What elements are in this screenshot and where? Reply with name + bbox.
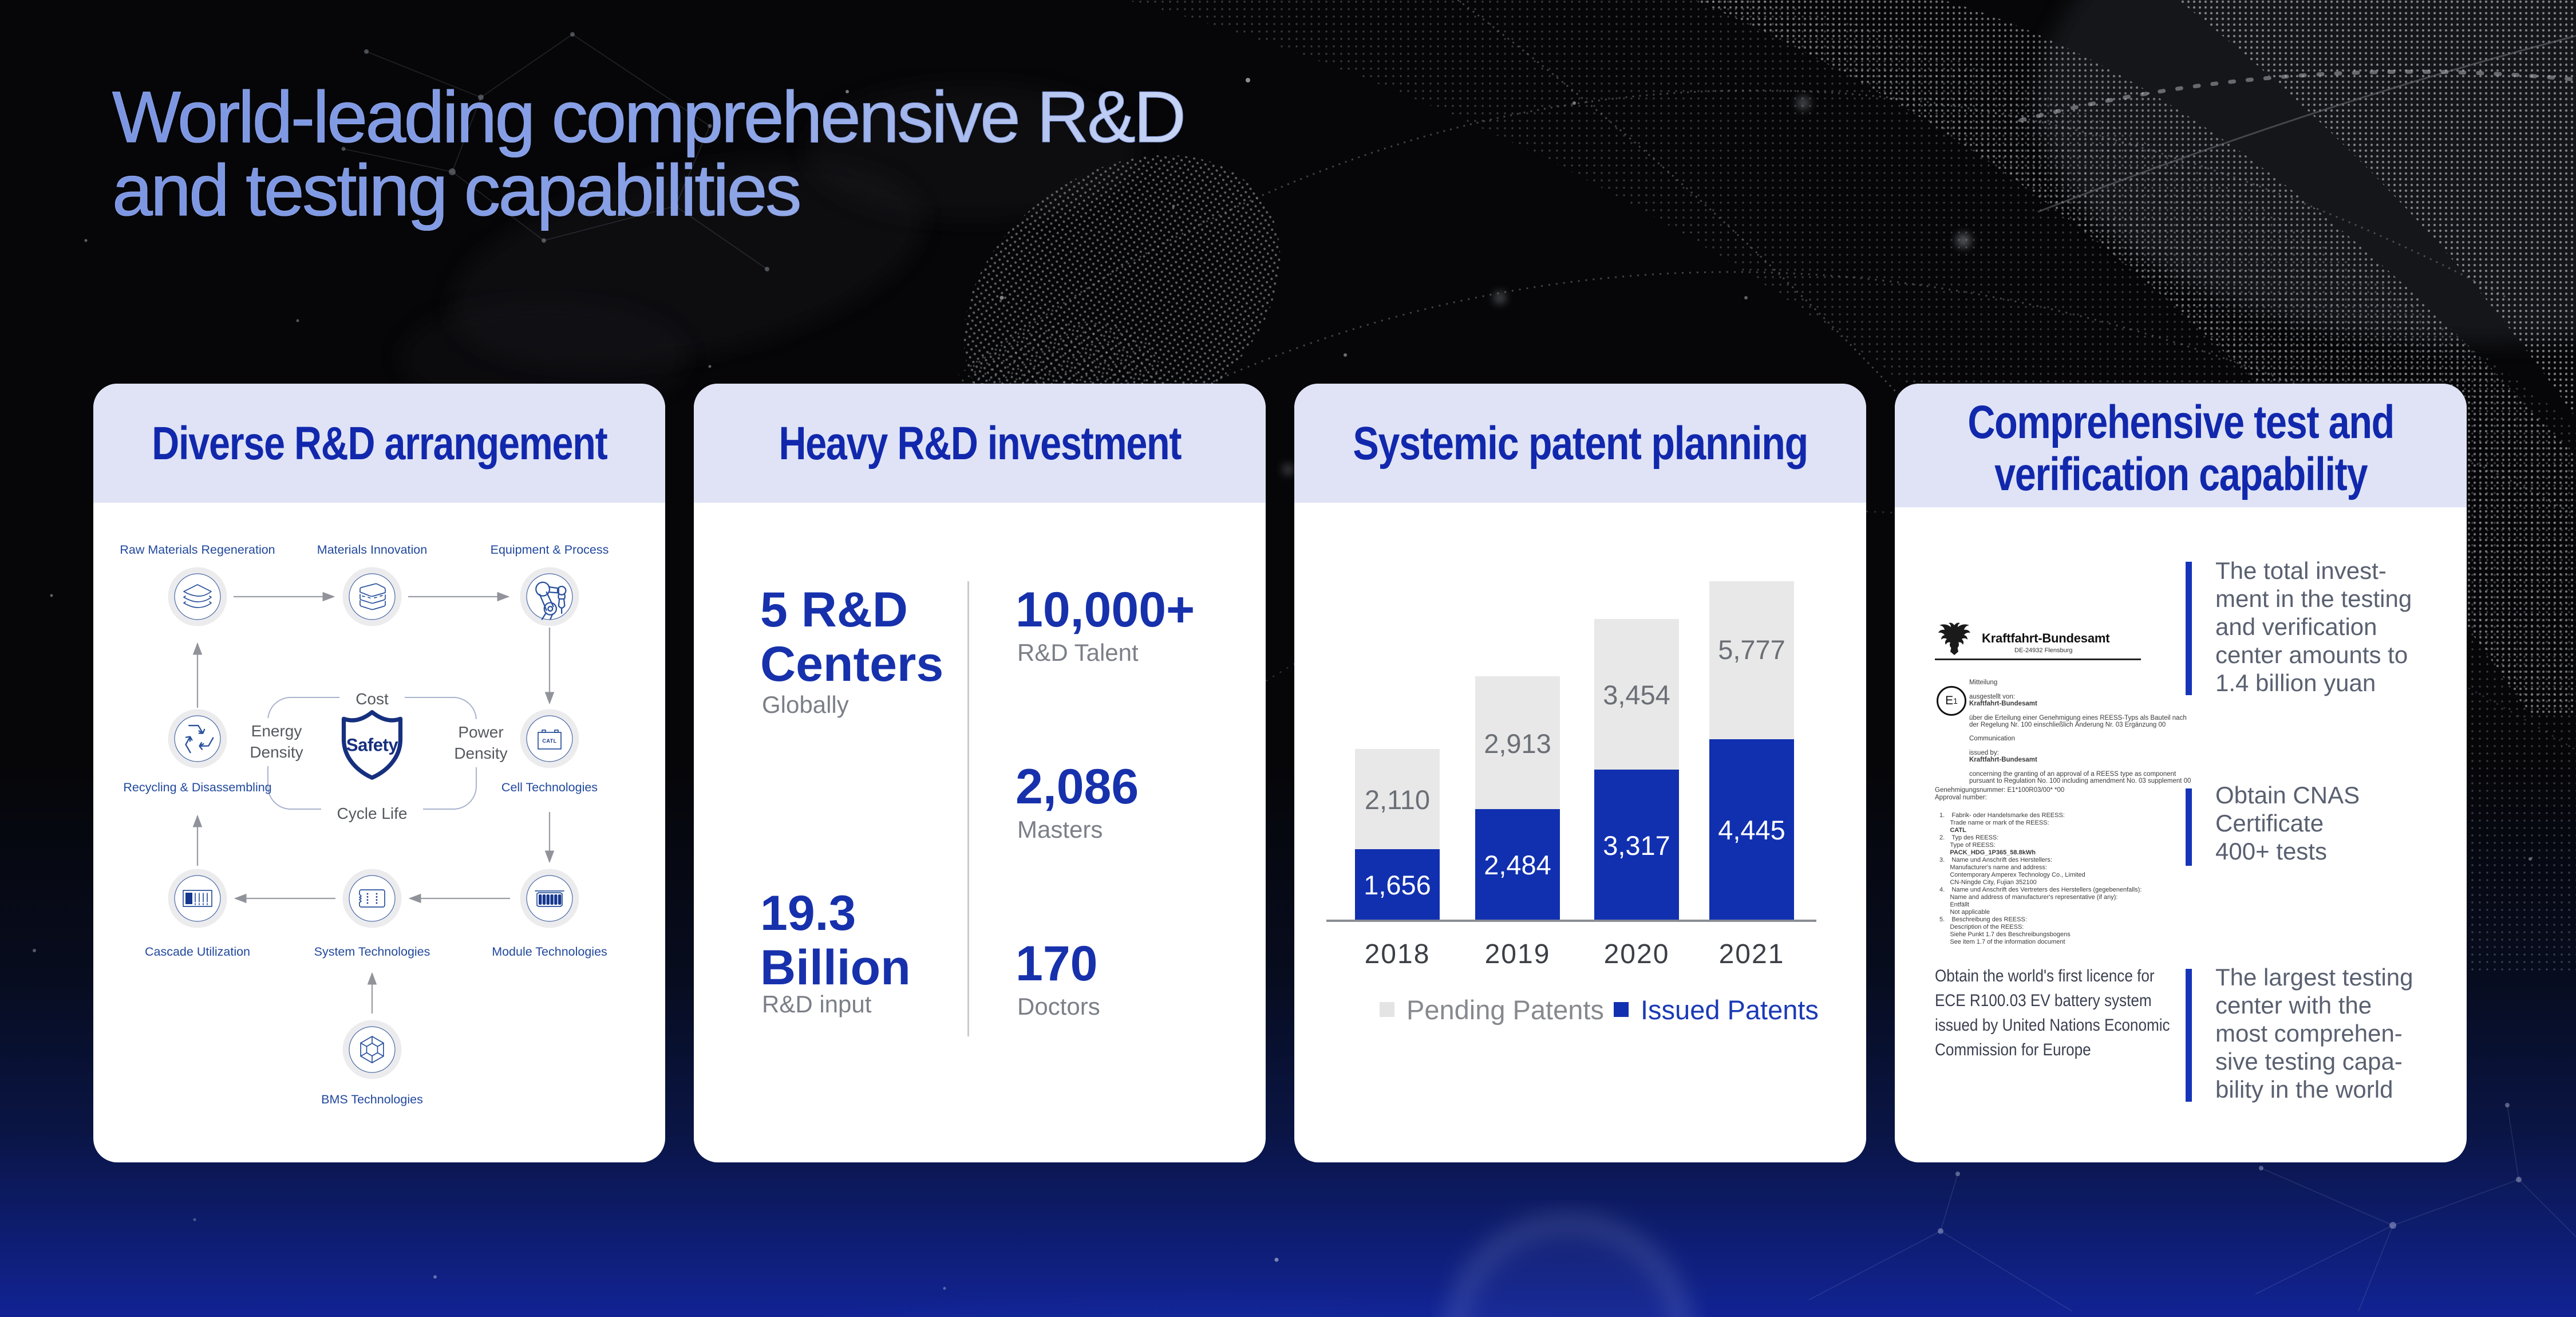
- svg-text:System Technologies: System Technologies: [314, 945, 430, 959]
- svg-text:Cycle Life: Cycle Life: [337, 805, 408, 822]
- svg-text:Module Technologies: Module Technologies: [492, 945, 607, 959]
- svg-text:Materials Innovation: Materials Innovation: [317, 543, 427, 557]
- svg-text:Cascade Utilization: Cascade Utilization: [145, 945, 250, 959]
- svg-text:Cell Technologies: Cell Technologies: [501, 780, 598, 794]
- svg-text:Density: Density: [250, 743, 303, 761]
- svg-text:Power: Power: [458, 723, 503, 741]
- svg-text:BMS Technologies: BMS Technologies: [321, 1093, 423, 1106]
- svg-text:Equipment & Process: Equipment & Process: [491, 543, 609, 557]
- svg-text:CATL: CATL: [542, 738, 556, 744]
- svg-text:Safety: Safety: [346, 735, 398, 755]
- svg-text:Density: Density: [454, 744, 507, 762]
- svg-text:Energy: Energy: [251, 722, 302, 740]
- svg-text:Recycling & Disassembling: Recycling & Disassembling: [123, 780, 271, 794]
- svg-text:Cost: Cost: [355, 690, 389, 708]
- svg-text:Raw Materials Regeneration: Raw Materials Regeneration: [120, 543, 275, 557]
